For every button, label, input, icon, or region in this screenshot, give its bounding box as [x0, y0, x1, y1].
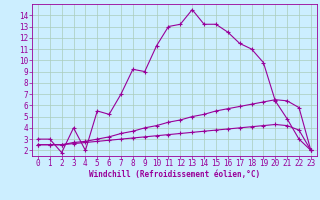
X-axis label: Windchill (Refroidissement éolien,°C): Windchill (Refroidissement éolien,°C) [89, 170, 260, 179]
